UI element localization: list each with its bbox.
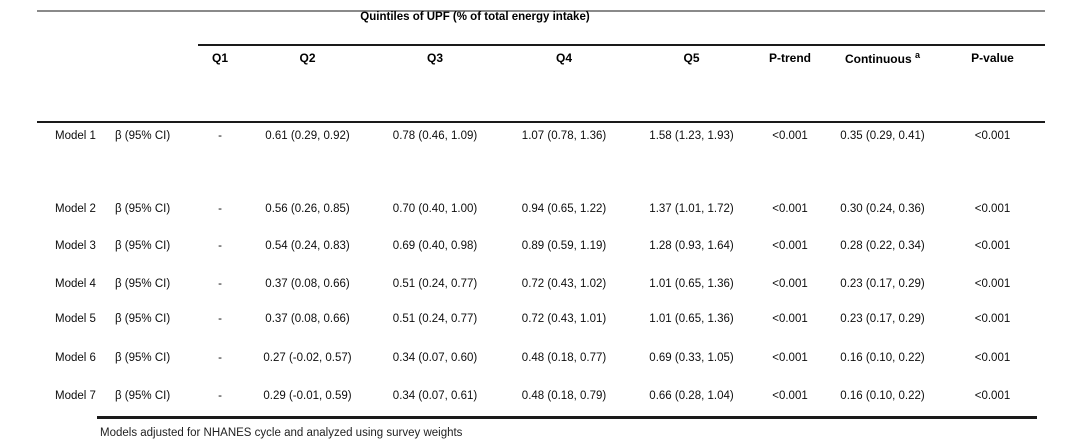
cell-q3: 0.34 (0.07, 0.60) [392, 351, 478, 364]
cell-model: Model 7 [55, 389, 96, 402]
quintile-spanner-rule [198, 44, 1045, 46]
column-header-q4: Q4 [555, 51, 572, 65]
cell-q4: 1.07 (0.78, 1.36) [521, 129, 607, 142]
cell-continuous: 0.16 (0.10, 0.22) [840, 389, 925, 402]
cell-q4: 0.94 (0.65, 1.22) [521, 202, 607, 215]
cell-continuous: 0.23 (0.17, 0.29) [840, 312, 925, 325]
cell-q3: 0.51 (0.24, 0.77) [392, 312, 478, 325]
cell-q5: 1.28 (0.93, 1.64) [649, 239, 734, 252]
cell-measure: β (95% CI) [115, 351, 171, 364]
cell-p-value: <0.001 [974, 239, 1011, 252]
cell-model: Model 5 [55, 312, 96, 325]
table-row: Model 3 β (95% CI) - 0.54 (0.24, 0.83) 0.69 … [37, 238, 1045, 253]
cell-p-trend: <0.001 [772, 129, 808, 142]
cell-model: Model 2 [55, 202, 96, 215]
cell-continuous: 0.28 (0.22, 0.34) [840, 239, 925, 252]
cell-q5: 0.66 (0.28, 1.04) [649, 389, 734, 402]
cell-p-value: <0.001 [974, 312, 1011, 325]
cell-continuous: 0.35 (0.29, 0.41) [840, 129, 925, 142]
cell-measure: β (95% CI) [115, 277, 171, 290]
cell-q2: 0.29 (-0.01, 0.59) [263, 389, 352, 402]
cell-q2: 0.27 (-0.02, 0.57) [263, 351, 352, 364]
cell-p-value: <0.001 [974, 351, 1011, 364]
cell-q1: - [218, 202, 222, 215]
cell-q3: 0.70 (0.40, 1.00) [392, 202, 478, 215]
cell-measure: β (95% CI) [115, 239, 171, 252]
table-top-rule [37, 10, 1045, 12]
cell-q4: 0.72 (0.43, 1.02) [521, 277, 607, 290]
cell-continuous: 0.16 (0.10, 0.22) [840, 351, 925, 364]
cell-q2: 0.37 (0.08, 0.66) [265, 277, 350, 290]
table-footnote: Models adjusted for NHANES cycle and ana… [100, 427, 463, 439]
column-header-q5: Q5 [683, 51, 700, 65]
table-row: Model 4 β (95% CI) - 0.37 (0.08, 0.66) 0.51 … [37, 276, 1045, 291]
table-title: Quintiles of UPF (% of total energy inta… [360, 11, 590, 23]
table-row: Model 1 β (95% CI) - 0.61 (0.29, 0.92) 0.78 … [37, 128, 1045, 143]
column-header-q1: Q1 [211, 51, 228, 65]
cell-q3: 0.34 (0.07, 0.61) [392, 389, 478, 402]
cell-measure: β (95% CI) [115, 129, 171, 142]
header-bottom-rule [37, 121, 1045, 123]
cell-q1: - [218, 239, 222, 252]
cell-p-trend: <0.001 [772, 312, 808, 325]
cell-q1: - [218, 312, 222, 325]
continuous-footnote-marker: a [914, 50, 920, 60]
continuous-label: Continuous [844, 52, 912, 66]
table-row: Model 2 β (95% CI) - 0.56 (0.26, 0.85) 0.70 … [37, 201, 1045, 216]
cell-measure: β (95% CI) [115, 312, 171, 325]
cell-p-trend: <0.001 [772, 239, 808, 252]
cell-q5: 1.37 (1.01, 1.72) [649, 202, 734, 215]
cell-p-value: <0.001 [974, 277, 1011, 290]
cell-q2: 0.54 (0.24, 0.83) [265, 239, 350, 252]
cell-continuous: 0.30 (0.24, 0.36) [840, 202, 925, 215]
cell-measure: β (95% CI) [115, 202, 171, 215]
cell-q3: 0.69 (0.40, 0.98) [392, 239, 478, 252]
cell-q1: - [218, 129, 222, 142]
cell-q5: 1.58 (1.23, 1.93) [649, 129, 734, 142]
cell-q5: 1.01 (0.65, 1.36) [649, 312, 734, 325]
cell-p-trend: <0.001 [772, 389, 808, 402]
column-header-q2: Q2 [299, 51, 316, 65]
table-row: Model 7 β (95% CI) - 0.29 (-0.01, 0.59) 0.34… [37, 388, 1045, 403]
cell-p-value: <0.001 [974, 129, 1011, 142]
cell-q5: 1.01 (0.65, 1.36) [649, 277, 734, 290]
table-row: Model 5 β (95% CI) - 0.37 (0.08, 0.66) 0.51 … [37, 311, 1045, 326]
cell-q3: 0.51 (0.24, 0.77) [392, 277, 478, 290]
cell-p-value: <0.001 [974, 389, 1011, 402]
column-header-p-value: P-value [971, 51, 1014, 65]
cell-measure: β (95% CI) [115, 389, 171, 402]
cell-p-value: <0.001 [974, 202, 1011, 215]
cell-q2: 0.61 (0.29, 0.92) [265, 129, 350, 142]
cell-q4: 0.72 (0.43, 1.01) [521, 312, 607, 325]
cell-q5: 0.69 (0.33, 1.05) [649, 351, 734, 364]
cell-q3: 0.78 (0.46, 1.09) [392, 129, 478, 142]
cell-q1: - [218, 351, 222, 364]
cell-p-trend: <0.001 [772, 202, 808, 215]
cell-model: Model 1 [55, 129, 96, 142]
cell-continuous: 0.23 (0.17, 0.29) [840, 277, 925, 290]
column-header-row: Q1 Q2 Q3 Q4 Q5 P-trend Continuous a P-va… [37, 50, 1045, 66]
cell-q1: - [218, 389, 222, 402]
cell-q2: 0.37 (0.08, 0.66) [265, 312, 350, 325]
cell-model: Model 6 [55, 351, 96, 364]
cell-p-trend: <0.001 [772, 351, 808, 364]
table-row: Model 6 β (95% CI) - 0.27 (-0.02, 0.57) 0.34… [37, 350, 1045, 365]
cell-model: Model 4 [55, 277, 96, 290]
column-header-p-trend: P-trend [769, 51, 811, 65]
cell-model: Model 3 [55, 239, 96, 252]
cell-q4: 0.48 (0.18, 0.79) [521, 389, 607, 402]
cell-q2: 0.56 (0.26, 0.85) [265, 202, 350, 215]
cell-q4: 0.89 (0.59, 1.19) [521, 239, 607, 252]
column-header-q3: Q3 [426, 51, 443, 65]
column-header-continuous: Continuous a [825, 50, 940, 66]
cell-q1: - [218, 277, 222, 290]
cell-q4: 0.48 (0.18, 0.77) [521, 351, 607, 364]
table-bottom-rule [97, 416, 1037, 419]
cell-p-trend: <0.001 [772, 277, 808, 290]
